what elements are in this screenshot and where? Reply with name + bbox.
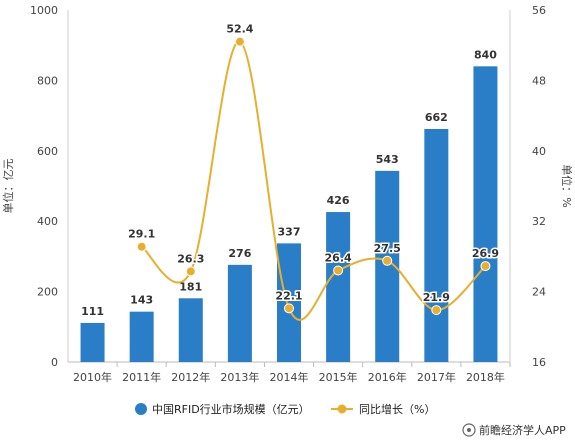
bar-value-label: 662 (425, 111, 448, 124)
bar (80, 322, 105, 362)
line-value-label: 26.3 (177, 252, 204, 265)
x-tick-label: 2014年 (270, 370, 309, 384)
y-left-tick-label: 1000 (30, 4, 58, 17)
bar-value-label: 337 (278, 225, 301, 238)
y-left-tick-label: 600 (37, 145, 58, 158)
x-tick-label: 2016年 (368, 370, 407, 384)
line-value-label: 29.1 (128, 228, 155, 241)
line-value-label: 26.9 (472, 247, 499, 260)
x-tick-label: 2013年 (220, 370, 259, 384)
x-tick-label: 2012年 (171, 370, 210, 384)
line-point (382, 255, 393, 266)
legend-line-marker (337, 404, 347, 414)
x-tick-label: 2010年 (73, 370, 112, 384)
y-right-tick-label: 24 (532, 286, 546, 299)
y-left-tick-label: 800 (37, 74, 58, 87)
x-tick-label: 2017年 (417, 370, 456, 384)
y-right-tick-label: 40 (532, 145, 546, 158)
bar (473, 66, 498, 362)
line-point (284, 303, 294, 314)
bar-value-label: 543 (376, 153, 399, 166)
y-right-tick-label: 32 (532, 215, 546, 228)
bar (129, 311, 154, 362)
line-value-label: 26.4 (325, 251, 352, 264)
legend-bar-label: 中国RFID行业市场规模（亿元） (152, 402, 310, 416)
credit-text: 前瞻经济学人APP (479, 423, 566, 437)
bar (277, 243, 301, 362)
line-point (234, 36, 245, 47)
line-value-label: 27.5 (374, 242, 401, 255)
y-left-tick-label: 200 (37, 286, 58, 299)
line-point (431, 305, 442, 316)
bar (326, 212, 351, 362)
bar-value-label: 426 (327, 194, 350, 207)
bar (424, 128, 449, 362)
y-right-tick-label: 48 (532, 74, 546, 87)
credit-logo-dot (467, 428, 471, 432)
bar (227, 264, 252, 362)
line-point (480, 261, 491, 272)
x-tick-label: 2011年 (122, 370, 161, 384)
y-right-tick-label: 56 (532, 4, 546, 17)
credit-logo-icon (462, 423, 476, 437)
bar (178, 298, 203, 362)
x-tick-label: 2018年 (466, 370, 505, 384)
legend-line-label: 同比增长（%） (359, 402, 435, 416)
y-right-tick-label: 16 (532, 356, 546, 369)
growth-line (141, 40, 487, 321)
bar-value-label: 276 (228, 247, 251, 260)
line-point (136, 241, 147, 252)
line-point (185, 266, 196, 277)
line-point (333, 265, 344, 276)
y-right-axis-title: 单位：% (560, 164, 574, 207)
bar-value-label: 143 (130, 294, 153, 307)
y-left-axis-title: 单位：亿元 (1, 159, 15, 214)
y-left-tick-label: 0 (51, 356, 58, 369)
line-value-label: 22.1 (275, 289, 302, 302)
bar-value-label: 181 (179, 280, 202, 293)
legend-bar-swatch (135, 403, 147, 415)
line-value-label: 52.4 (226, 23, 253, 36)
x-tick-label: 2015年 (319, 370, 358, 384)
bar-value-label: 111 (81, 305, 104, 318)
y-left-tick-label: 400 (37, 215, 58, 228)
bar-value-label: 840 (474, 48, 497, 61)
line-value-label: 21.9 (423, 291, 450, 304)
